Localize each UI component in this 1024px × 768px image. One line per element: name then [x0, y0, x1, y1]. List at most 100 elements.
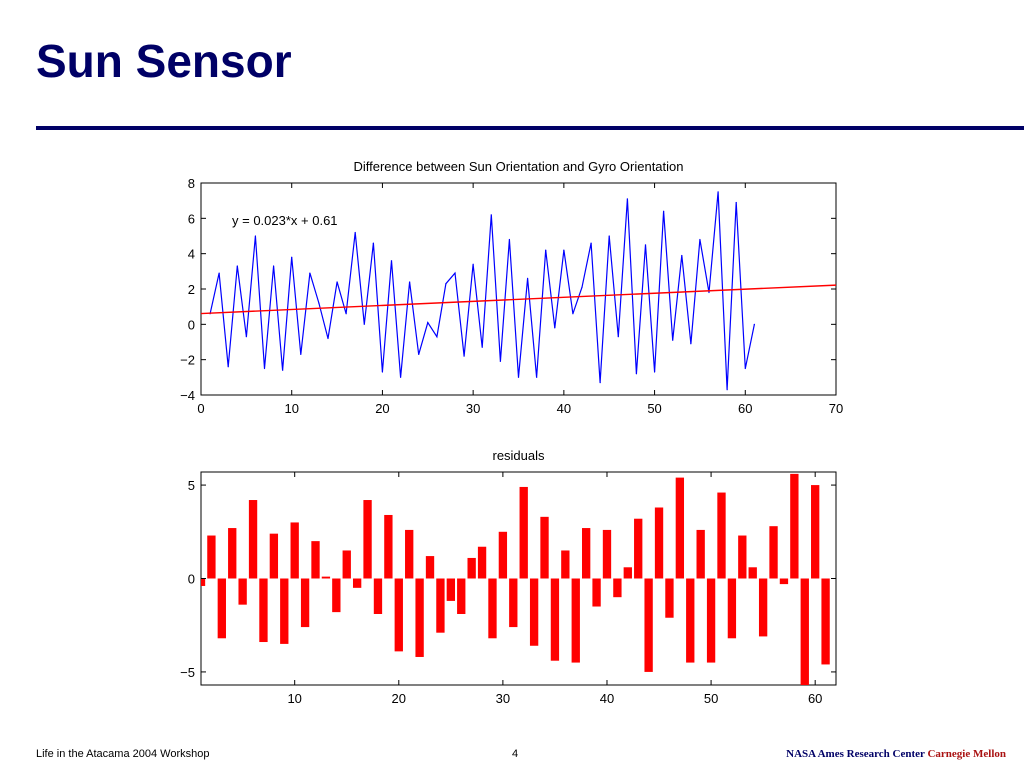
chart1-ytick-label: 8 — [188, 176, 195, 191]
chart2-bar — [457, 578, 466, 614]
chart1-data-point — [699, 238, 701, 241]
chart2-bar — [582, 528, 591, 579]
chart1-xtick-label: 0 — [197, 401, 204, 416]
chart1-ytick-label: −2 — [180, 353, 195, 368]
chart2-bar — [207, 535, 216, 579]
chart2-bar — [228, 528, 237, 579]
chart2-bar — [727, 578, 737, 639]
chart1-data-point — [472, 263, 474, 265]
chart1-data-point — [581, 286, 583, 288]
chart1-data-point — [327, 337, 329, 340]
chart1-data-point — [617, 336, 619, 338]
chart2-ytick-label: −5 — [180, 665, 195, 680]
chart2-bar — [758, 578, 768, 637]
chart1-data-point — [399, 376, 402, 378]
chart2-bar — [696, 529, 705, 579]
chart1-data-point — [681, 254, 683, 257]
chart2-bar — [300, 578, 310, 628]
chart1-data-point — [245, 336, 247, 338]
chart2-bar — [540, 516, 549, 579]
chart1-data-point — [590, 242, 592, 244]
chart1-data-point — [227, 366, 229, 368]
chart1-data-point — [690, 343, 692, 345]
chart2-bar — [217, 578, 226, 639]
chart1-data-point — [508, 238, 511, 241]
chart1-xtick-label: 40 — [557, 401, 571, 416]
footer-org-cmu: Carnegie Mellon — [927, 748, 1006, 760]
chart1-ytick-label: 4 — [188, 247, 195, 262]
chart2-bar — [467, 557, 476, 579]
chart2-bar — [790, 473, 799, 579]
chart2-bar — [800, 578, 809, 685]
chart1-data-point — [454, 272, 456, 274]
chart2-bar — [769, 526, 778, 579]
chart2-title: residuals — [492, 448, 545, 463]
title-rule — [36, 126, 1024, 130]
chart1-data-point — [635, 373, 638, 375]
chart2-bar — [706, 578, 716, 663]
chart2-xtick-label: 30 — [496, 691, 510, 706]
chart1-data-point — [563, 249, 565, 251]
chart1-data-point — [672, 339, 674, 341]
chart1-data-point — [218, 272, 220, 274]
chart1-data-point — [381, 371, 384, 373]
chart1-data-point — [753, 323, 755, 325]
chart1-xtick-label: 60 — [738, 401, 752, 416]
slide-title: Sun Sensor — [36, 35, 292, 87]
chart2-bar — [613, 578, 622, 598]
chart1-data-point — [318, 302, 320, 304]
chart1-data-point — [554, 327, 556, 329]
chart2-bar — [290, 522, 299, 579]
chart1-data-point — [291, 256, 293, 258]
chart1-data-point — [744, 367, 746, 370]
chart1-ytick-label: 2 — [188, 282, 195, 297]
chart2-bar — [592, 578, 601, 607]
chart1-data-point — [499, 360, 501, 363]
chart2-bar — [550, 578, 560, 661]
chart1-data-point — [708, 291, 710, 294]
chart1-xtick-label: 20 — [375, 401, 389, 416]
chart1-data-point — [354, 231, 356, 234]
chart2-bar — [436, 578, 445, 633]
chart2-bar — [446, 578, 455, 601]
chart1-data-point — [726, 389, 728, 391]
chart2-bar — [311, 541, 320, 579]
chart1-data-point — [236, 265, 238, 267]
chart1-data-point — [363, 323, 365, 325]
chart2-xtick-label: 10 — [287, 691, 301, 706]
chart2-bar — [602, 529, 612, 579]
chart1-data-point — [445, 283, 447, 285]
chart2-bar — [384, 514, 393, 579]
chart1-xtick-label: 30 — [466, 401, 480, 416]
chart1-data-point — [663, 210, 665, 212]
chart1-data-point — [309, 272, 311, 274]
chart1-data-point — [300, 353, 302, 355]
chart2-bar — [738, 535, 747, 579]
chart1-data-point — [272, 265, 275, 267]
chart2-bar — [821, 578, 830, 665]
chart1-fit-line — [200, 284, 837, 315]
chart1-ytick-label: 0 — [188, 317, 195, 332]
chart2-bar — [477, 546, 487, 579]
chart2-bar — [488, 578, 497, 639]
chart1-data-point — [372, 242, 374, 244]
chart1-data-point — [517, 376, 520, 378]
chart1-title: Difference between Sun Orientation and G… — [353, 159, 683, 174]
chart2-ytick-label: 5 — [188, 478, 195, 493]
chart2-bar — [509, 578, 518, 628]
chart1-data-point — [336, 281, 338, 283]
chart2-bar — [748, 567, 757, 579]
chart2-bar — [352, 578, 362, 588]
chart2-bar — [675, 477, 685, 579]
chart1-data-point — [653, 371, 656, 373]
chart2-bar — [717, 492, 726, 579]
chart2-bar — [779, 578, 789, 585]
chart1-data-point — [463, 355, 465, 357]
chart2-xtick-label: 20 — [392, 691, 406, 706]
chart1-data-point — [526, 277, 529, 279]
chart2-bar — [529, 578, 539, 646]
chart1-data-point — [427, 321, 429, 324]
chart1-data-point — [481, 346, 483, 348]
chart1-data-point — [390, 260, 393, 262]
